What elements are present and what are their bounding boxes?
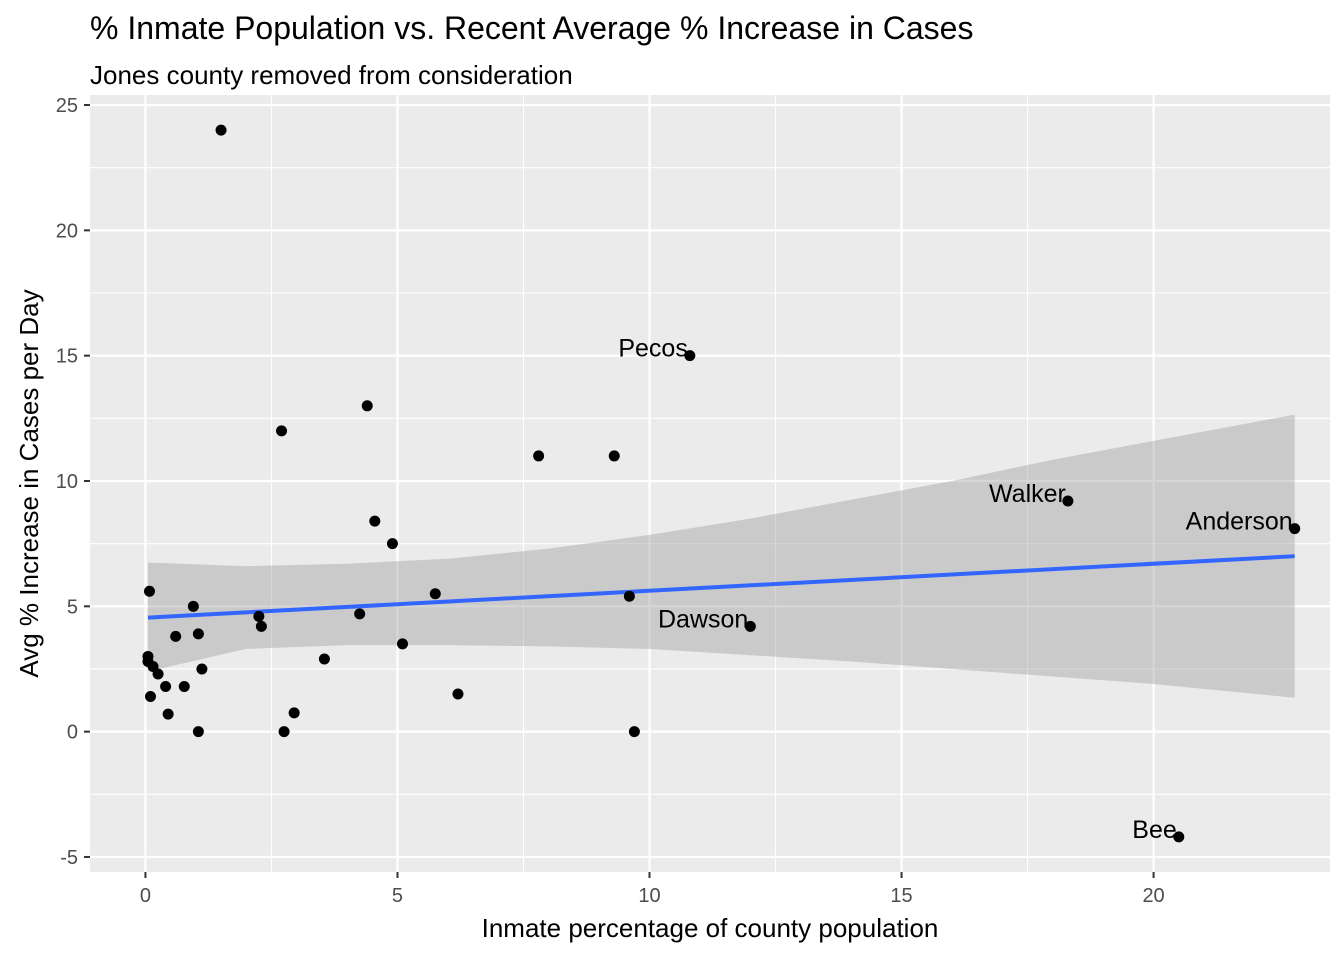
point-label: Pecos	[618, 335, 687, 363]
point-labels: Pecos Dawson Walker Bee Anderson	[618, 335, 1292, 844]
data-point	[369, 515, 381, 527]
data-point	[429, 588, 441, 600]
data-point	[278, 726, 290, 738]
data-point	[386, 538, 398, 550]
data-point	[160, 681, 172, 693]
data-point	[143, 585, 155, 597]
data-point	[397, 638, 409, 650]
data-point	[192, 726, 204, 738]
data-point	[170, 630, 182, 642]
data-point	[187, 600, 199, 612]
data-point	[684, 350, 696, 362]
x-tick-label: 0	[140, 885, 151, 907]
x-tick-label: 20	[1142, 885, 1164, 907]
data-point	[196, 663, 208, 675]
data-point	[354, 608, 366, 620]
data-point	[288, 707, 300, 719]
plot-panel	[90, 95, 1330, 872]
y-tick-label: 25	[56, 95, 78, 117]
data-point	[744, 620, 756, 632]
data-points	[142, 124, 1301, 843]
data-point	[1173, 831, 1185, 843]
y-tick-label: 15	[56, 346, 78, 368]
data-point	[361, 400, 373, 412]
x-axis-ticks: 0 5 10 15 20	[140, 872, 1165, 907]
x-tick-label: 5	[392, 885, 403, 907]
chart-subtitle: Jones county removed from consideration	[90, 60, 573, 90]
confidence-band	[147, 414, 1295, 698]
data-point	[255, 620, 267, 632]
x-tick-label: 15	[890, 885, 912, 907]
x-tick-label: 10	[638, 885, 660, 907]
minor-gridlines	[90, 95, 1330, 872]
data-point	[628, 726, 640, 738]
data-point	[452, 688, 464, 700]
point-label: Walker	[989, 480, 1066, 508]
y-tick-label: 5	[67, 596, 78, 618]
data-point	[178, 681, 190, 693]
data-point	[144, 691, 156, 703]
y-axis-label: Avg % Increase in Cases per Day	[14, 289, 44, 677]
data-point	[162, 708, 174, 720]
data-point	[1062, 495, 1074, 507]
data-point	[253, 610, 265, 622]
data-point	[215, 124, 227, 136]
data-point	[152, 668, 164, 680]
data-point	[276, 425, 288, 437]
point-label: Bee	[1132, 816, 1176, 844]
data-point	[318, 653, 330, 665]
y-tick-label: 20	[56, 220, 78, 242]
data-point	[533, 450, 545, 462]
y-tick-label: -5	[60, 847, 78, 869]
point-label: Dawson	[658, 605, 748, 633]
trend-line	[147, 554, 1295, 620]
point-label: Anderson	[1186, 508, 1293, 536]
x-axis-label: Inmate percentage of county population	[482, 913, 939, 943]
data-point	[192, 628, 204, 640]
data-point	[623, 590, 635, 602]
y-axis-ticks: -5 0 5 10 15 20 25	[56, 95, 90, 869]
data-point	[608, 450, 620, 462]
chart-title: % Inmate Population vs. Recent Average %…	[90, 10, 974, 46]
y-tick-label: 10	[56, 471, 78, 493]
major-gridlines	[90, 95, 1330, 872]
data-point	[1289, 523, 1301, 535]
y-tick-label: 0	[67, 722, 78, 744]
